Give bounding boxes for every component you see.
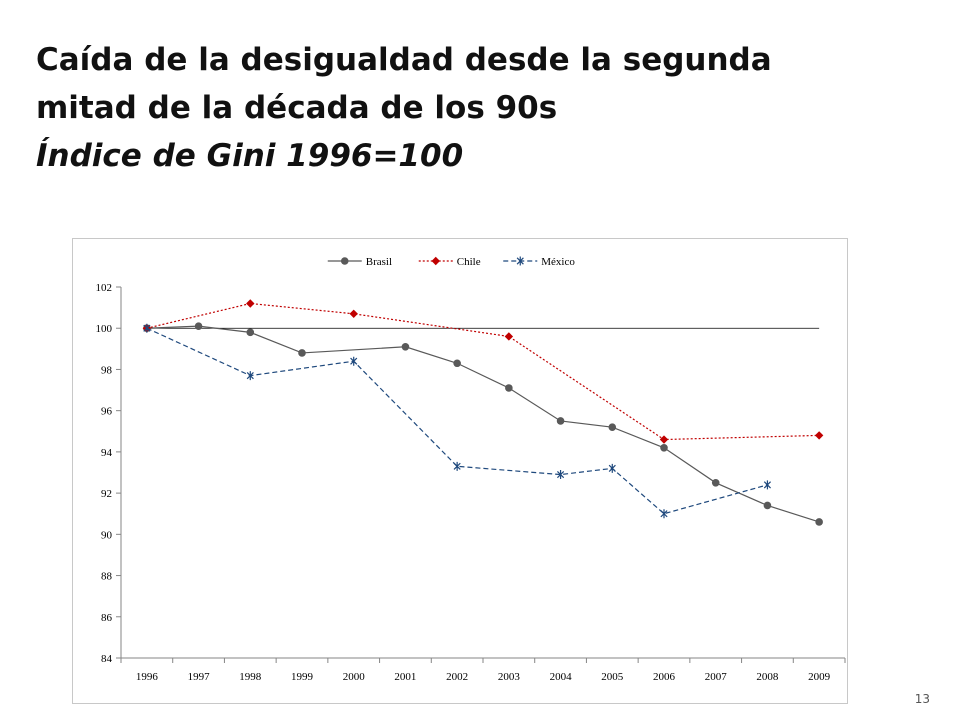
data-point [505,384,513,392]
y-tick-label: 84 [101,653,113,665]
data-point [711,479,720,487]
data-point [659,435,669,444]
data-point [504,332,514,341]
data-point [453,461,461,471]
data-point [401,342,410,351]
data-point [660,443,668,452]
series-line [146,325,820,523]
gini-line-chart: 84 86 88 90 92 94 96 98 100 102 1996 1997 1998 1999 20… [96,256,846,683]
data-point [815,518,823,526]
data-point [660,509,668,519]
series-line [146,302,820,441]
data-point [763,501,772,510]
data-point [453,359,461,368]
legend-label: Brasil [366,256,392,268]
data-point [143,323,151,333]
legend-label: Chile [457,256,481,268]
x-tick-label: 2003 [498,671,521,683]
data-point [814,431,824,440]
data-point [556,417,565,425]
slide-title: Caída de la desigualdad desde la segunda… [36,36,936,180]
title-line-2: mitad de la década de los 90s [36,90,558,126]
data-point [194,322,203,330]
page-number: 13 [914,692,930,706]
data-point [763,480,772,490]
y-tick-label: 102 [96,282,113,294]
data-point [298,349,306,357]
x-tick-label: 1999 [291,671,314,683]
x-tick-label: 1997 [188,671,211,683]
slide-subtitle: Índice de Gini 1996=100 [36,138,464,174]
data-point [349,309,358,318]
x-tick-label: 2002 [446,671,468,683]
x-tick-label: 2004 [550,671,573,683]
x-tick-label: 2005 [601,671,624,683]
x-tick-label: 2006 [653,671,676,683]
y-tick-label: 92 [101,488,112,500]
x-tick-label: 1996 [136,671,159,683]
legend-marker [340,257,349,265]
y-tick-label: 98 [101,364,113,376]
title-line-1: Caída de la desigualdad desde la segunda [36,42,772,78]
x-tick-label: 1998 [239,671,261,683]
data-point [350,356,358,366]
data-point [608,423,617,431]
x-tick-label: 2001 [394,671,416,683]
y-tick-label: 96 [101,406,113,418]
y-tick-label: 86 [101,612,113,624]
y-tick-label: 88 [101,571,113,583]
x-tick-label: 2000 [343,671,366,683]
data-point [608,463,616,473]
x-tick-label: 2009 [808,671,831,683]
data-point [246,299,255,308]
y-tick-label: 90 [101,529,113,541]
x-tick-label: 2008 [756,671,779,683]
data-point [246,328,255,337]
data-point [246,371,254,381]
legend-label: México [541,256,575,268]
y-tick-label: 100 [96,323,113,335]
legend-marker [431,256,440,266]
chart-frame: 84 86 88 90 92 94 96 98 100 102 1996 1997 1998 1999 20… [72,238,848,704]
series-line [146,327,768,515]
legend-marker [516,256,524,266]
x-tick-label: 2007 [705,671,728,683]
data-point [556,470,565,480]
y-tick-label: 94 [101,447,113,459]
